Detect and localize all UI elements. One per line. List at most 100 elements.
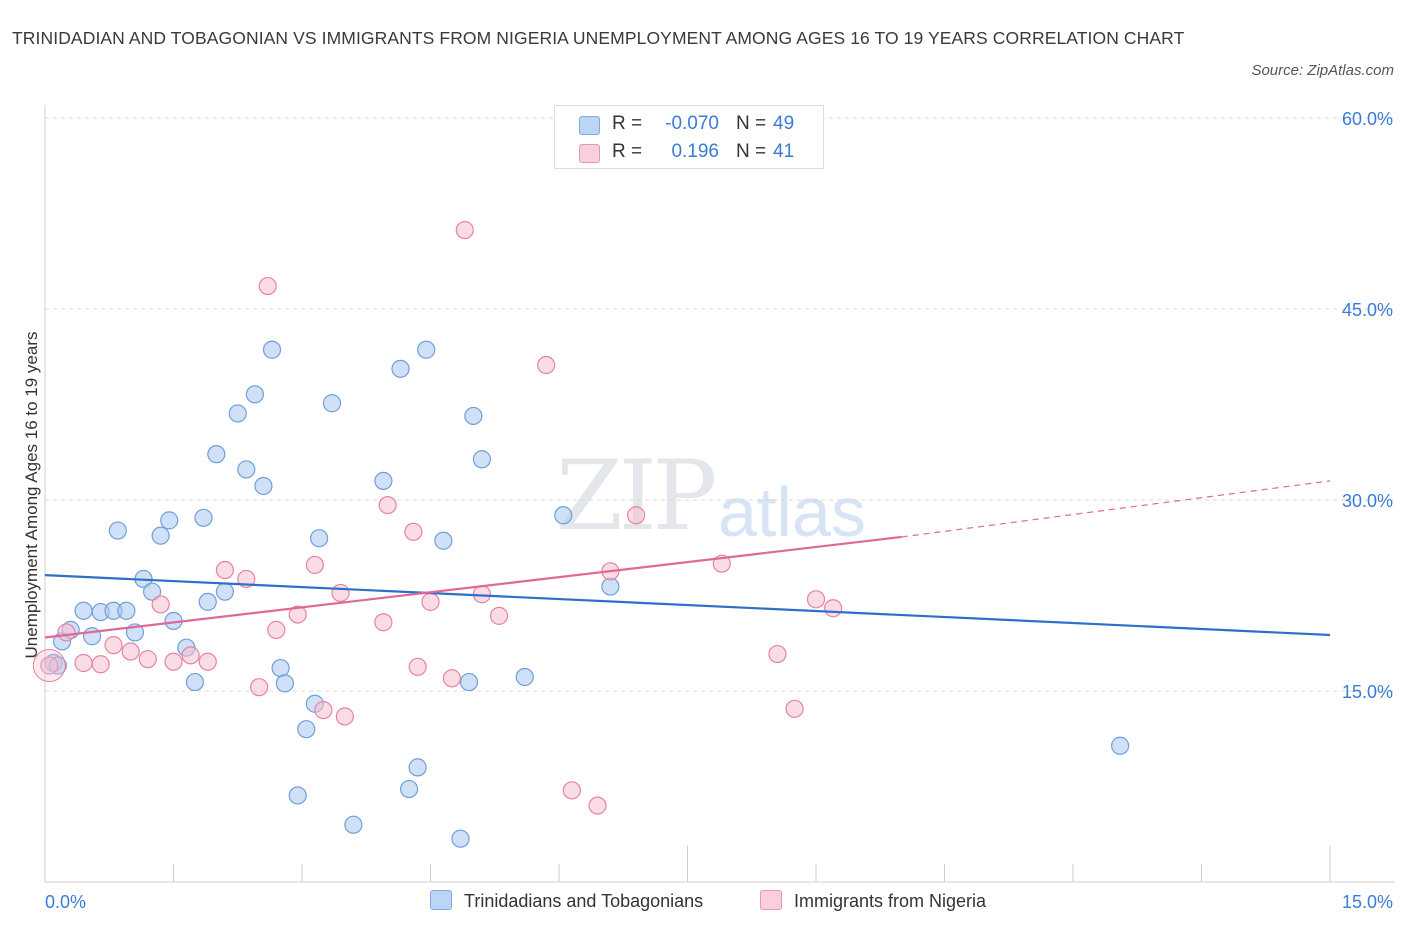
data-point-nigeria <box>91 655 110 674</box>
data-point-nigeria <box>164 652 183 671</box>
data-point-trinidadian <box>344 815 363 834</box>
data-point-trinidadian <box>151 526 170 545</box>
legend-label: Immigrants from Nigeria <box>794 891 987 911</box>
data-point-nigeria <box>335 707 354 726</box>
data-point-trinidadian <box>322 394 342 413</box>
data-point-nigeria <box>198 652 217 671</box>
n-label: N = <box>736 141 767 162</box>
legend-item-nigeria: Immigrants from Nigeria <box>760 890 986 912</box>
data-point-nigeria <box>104 636 123 655</box>
data-point-trinidadian <box>417 340 436 359</box>
data-point-trinidadian <box>408 758 427 777</box>
legend-swatch-pink <box>579 144 600 163</box>
x-tick-label: 15.0% <box>1342 892 1393 912</box>
y-tick-label: 60.0% <box>1342 109 1393 129</box>
legend-swatch-pink <box>760 890 782 910</box>
data-point-trinidadian <box>464 406 483 426</box>
data-point-trinidadian <box>434 531 453 550</box>
data-point-nigeria <box>626 506 646 525</box>
data-point-nigeria <box>138 650 157 669</box>
stats-legend-row-trinidadian: R = -0.070 N = 49 <box>555 113 823 137</box>
data-point-trinidadian <box>74 601 93 620</box>
data-point-nigeria <box>806 590 826 609</box>
r-label: R = <box>612 141 643 162</box>
data-point-nigeria <box>40 656 59 675</box>
y-tick-label: 30.0% <box>1342 491 1393 511</box>
data-point-nigeria <box>181 646 200 665</box>
data-point-nigeria <box>74 653 93 673</box>
data-point-nigeria <box>288 605 307 624</box>
legend-swatch-blue <box>430 890 452 910</box>
n-value: 41 <box>773 141 795 162</box>
data-point-trinidadian <box>399 779 419 799</box>
trend-line-nigeria-extension <box>901 480 1331 538</box>
n-label: N = <box>736 113 767 134</box>
data-point-nigeria <box>267 620 286 639</box>
trend-line-trinidadian <box>44 574 1331 637</box>
data-point-trinidadian <box>262 340 282 359</box>
legend-label: Trinidadians and Tobagonians <box>464 891 704 911</box>
data-point-nigeria <box>151 595 170 614</box>
data-point-nigeria <box>562 781 581 800</box>
legend-swatch-blue <box>579 116 600 135</box>
data-point-nigeria <box>258 276 277 296</box>
data-point-trinidadian <box>117 601 136 620</box>
data-point-trinidadian <box>451 829 470 848</box>
data-point-nigeria <box>378 495 397 515</box>
data-point-nigeria <box>215 560 234 580</box>
data-point-nigeria <box>785 699 804 718</box>
data-point-trinidadian <box>254 476 273 496</box>
data-point-trinidadian <box>472 450 491 469</box>
r-value: -0.070 <box>665 113 719 134</box>
data-point-trinidadian <box>391 359 410 378</box>
data-point-nigeria <box>489 606 509 625</box>
data-point-trinidadian <box>160 511 179 530</box>
watermark-atlas: atlas <box>718 473 866 551</box>
data-point-cluster <box>32 649 66 683</box>
data-point-nigeria <box>314 700 333 720</box>
n-value: 49 <box>773 113 795 134</box>
data-point-nigeria <box>250 678 269 697</box>
trend-line-nigeria <box>44 535 902 639</box>
data-point-trinidadian <box>459 672 479 692</box>
data-point-trinidadian <box>194 508 213 527</box>
chart-title: TRINIDADIAN AND TOBAGONIAN VS IMMIGRANTS… <box>12 28 1185 48</box>
data-point-nigeria <box>121 642 140 661</box>
data-point-trinidadian <box>271 658 290 678</box>
data-point-nigeria <box>537 355 556 375</box>
watermark-zip: ZIP <box>556 440 717 552</box>
data-point-trinidadian <box>374 471 393 490</box>
y-tick-label: 45.0% <box>1342 300 1393 320</box>
r-value: 0.196 <box>671 141 719 162</box>
data-point-nigeria <box>442 669 462 688</box>
data-point-nigeria <box>331 583 350 603</box>
y-tick-label: 15.0% <box>1342 682 1393 702</box>
data-point-trinidadian <box>237 460 256 479</box>
legend-item-trinidadian: Trinidadians and Tobagonians <box>430 890 703 912</box>
data-point-trinidadian <box>1111 736 1130 755</box>
data-point-trinidadian <box>275 674 294 693</box>
data-point-nigeria <box>408 657 427 676</box>
data-point-nigeria <box>768 644 787 664</box>
data-point-nigeria <box>374 613 393 632</box>
data-point-trinidadian <box>142 582 162 601</box>
data-point-nigeria <box>237 569 256 589</box>
data-point-trinidadian <box>515 667 534 687</box>
data-point-trinidadian <box>198 592 217 611</box>
data-point-trinidadian <box>108 521 127 540</box>
stats-legend: R = -0.070 N = 49 R = 0.196 N = 41 <box>554 105 824 169</box>
data-point-nigeria <box>421 592 440 611</box>
data-point-trinidadian <box>310 529 329 548</box>
data-point-trinidadian <box>288 786 307 805</box>
data-point-trinidadian <box>228 404 247 423</box>
data-point-trinidadian <box>185 672 205 692</box>
data-point-nigeria <box>404 522 423 541</box>
r-label: R = <box>612 113 643 134</box>
data-point-trinidadian <box>297 720 316 739</box>
x-tick-label: 0.0% <box>45 892 86 912</box>
data-point-trinidadian <box>215 582 234 601</box>
data-point-nigeria <box>455 220 474 240</box>
data-point-trinidadian <box>601 577 620 596</box>
data-point-nigeria <box>305 555 324 575</box>
